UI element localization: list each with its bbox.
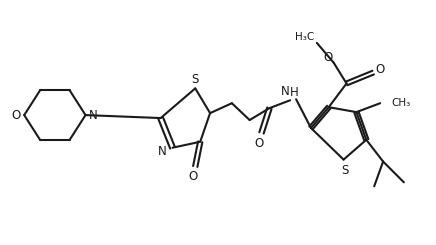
Text: N: N	[89, 109, 98, 122]
Text: H: H	[290, 86, 299, 99]
Text: N: N	[281, 85, 290, 98]
Text: S: S	[341, 164, 348, 177]
Text: H₃C: H₃C	[295, 32, 315, 42]
Text: O: O	[189, 170, 198, 183]
Text: O: O	[254, 137, 263, 150]
Text: CH₃: CH₃	[391, 98, 410, 108]
Text: O: O	[323, 51, 332, 64]
Text: O: O	[375, 63, 385, 76]
Text: O: O	[12, 109, 21, 122]
Text: S: S	[191, 73, 199, 86]
Text: N: N	[158, 145, 167, 158]
